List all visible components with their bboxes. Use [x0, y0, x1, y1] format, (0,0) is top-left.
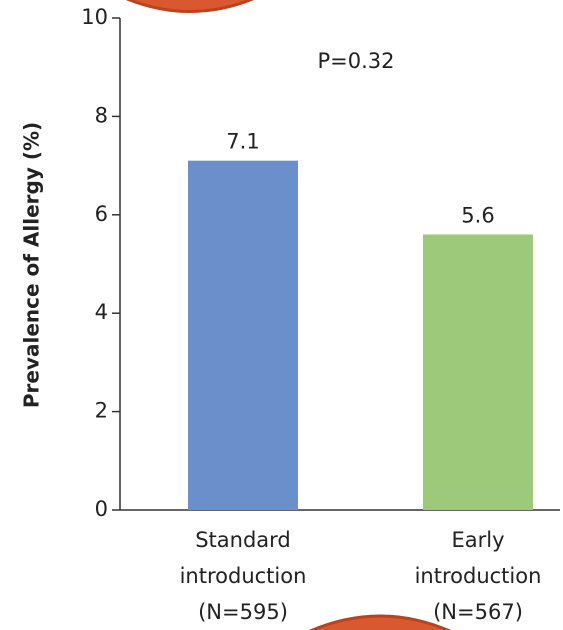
- y-tick-label: 4: [95, 300, 108, 324]
- y-axis-label: Prevalence of Allergy (%): [20, 122, 44, 408]
- y-tick-label: 2: [95, 399, 108, 423]
- bar: [423, 234, 533, 510]
- bar: [188, 161, 298, 510]
- decoration: [118, 0, 262, 12]
- y-tick-label: 10: [81, 5, 108, 29]
- y-tick-label: 0: [95, 497, 108, 521]
- value-label: 7.1: [226, 130, 259, 154]
- y-tick-label: 6: [95, 202, 108, 226]
- chart: P=0.32 Prevalence of Allergy (%) 0 2 4 6 8 10…: [0, 0, 563, 630]
- p-value: P=0.32: [317, 49, 394, 73]
- y-tick-label: 8: [95, 103, 108, 127]
- value-label: 5.6: [461, 203, 494, 227]
- decoration: [308, 616, 452, 630]
